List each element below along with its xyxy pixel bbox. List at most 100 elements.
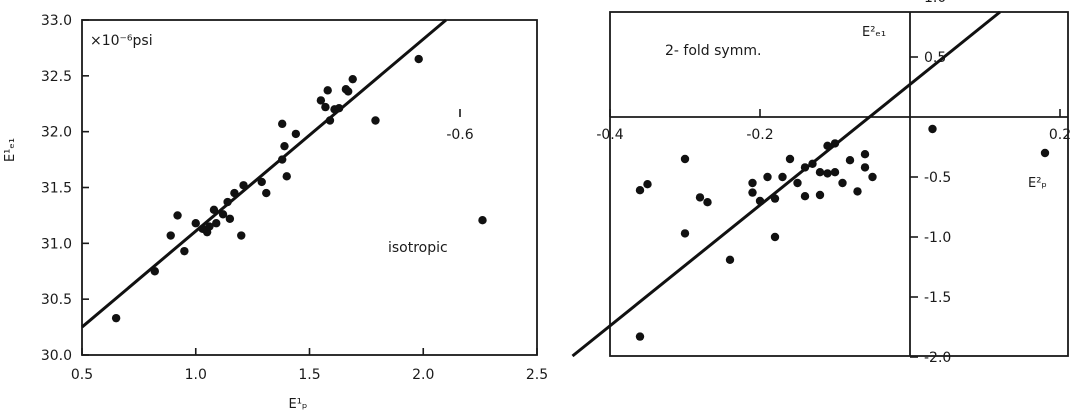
right-data-point <box>793 178 802 188</box>
left-data-point <box>321 102 330 112</box>
right-fit-line <box>571 10 1001 358</box>
left-data-point <box>191 219 200 228</box>
left-data-point <box>237 231 246 240</box>
left-data-point <box>111 313 121 323</box>
right-data-point <box>680 229 690 238</box>
right-data-point <box>755 196 765 206</box>
right-plot-frame <box>609 11 1069 357</box>
right-data-point <box>845 156 855 165</box>
left-data-point <box>414 54 423 64</box>
right-y-tick-label: -1.0 <box>924 230 951 246</box>
right-data-point <box>748 178 757 188</box>
right-data-point <box>823 141 832 150</box>
right-data-point <box>868 172 877 182</box>
right-x-tick-label: -0.4 <box>596 127 623 143</box>
left-data-point <box>282 172 291 181</box>
left-isotropic-label: isotropic <box>388 240 448 256</box>
right-data-point <box>830 168 840 177</box>
left-units-annotation: ×10⁻⁶psi <box>90 33 153 49</box>
left-x-tick-label: 2.0 <box>412 367 434 383</box>
left-x-tick-label: 1.0 <box>185 367 207 383</box>
left-data-point <box>348 74 357 84</box>
left-data-point <box>291 129 301 139</box>
right-x-ticks: -0.6-0.4-0.20.20.4 <box>446 109 1071 143</box>
left-data-point <box>239 181 248 190</box>
left-data-point <box>257 177 266 187</box>
right-data-point <box>928 124 937 134</box>
right-y-tick-label: 0.5 <box>924 50 946 66</box>
right-x-tick-label: 0.2 <box>1049 127 1071 143</box>
right-y-tick-label: 1.0 <box>924 0 946 6</box>
left-x-axis-label: E¹ₚ <box>289 397 308 412</box>
left-panel: 0.5 1.0 1.5 2.0 2.5 30.0 30.5 31.0 31.5 32.0 32.5… <box>3 13 548 412</box>
right-data-point <box>823 169 832 178</box>
left-data-point <box>334 104 344 113</box>
left-x-tick-label: 0.5 <box>71 367 93 383</box>
right-data-point <box>1040 148 1050 158</box>
right-data-point <box>635 332 645 341</box>
left-x-tick-label: 2.5 <box>526 367 548 383</box>
left-y-tick-label: 33.0 <box>41 13 72 29</box>
right-data-point <box>815 168 825 177</box>
right-data-point <box>808 159 817 168</box>
right-y-tick-label: -1.5 <box>924 290 951 306</box>
left-points <box>111 54 423 323</box>
left-y-ticks: 30.0 30.5 31.0 31.5 32.0 32.5 33.0 <box>41 13 89 364</box>
left-data-point <box>262 188 271 198</box>
right-data-point <box>778 172 787 182</box>
right-data-point <box>680 154 690 164</box>
left-data-point <box>173 211 182 220</box>
right-data-point <box>770 194 780 203</box>
right-symmetry-label: 2- fold symm. <box>665 43 761 59</box>
left-y-tick-label: 31.0 <box>41 236 72 252</box>
left-data-point <box>180 246 189 256</box>
left-y-axis-label: E¹ₑ₁ <box>3 138 18 162</box>
right-data-point <box>703 198 712 207</box>
right-data-point <box>763 172 772 182</box>
right-data-point <box>815 190 825 200</box>
left-plot-frame <box>81 19 538 356</box>
right-y-axis-label: E²ₑ₁ <box>862 25 886 40</box>
left-data-point <box>325 116 335 125</box>
left-y-tick-label: 32.0 <box>41 125 72 141</box>
left-data-point <box>316 96 326 105</box>
left-data-point <box>223 197 232 207</box>
right-data-point <box>853 187 862 196</box>
left-x-tick-label: 1.5 <box>298 367 320 383</box>
left-data-point <box>278 155 287 164</box>
left-data-point <box>343 87 353 96</box>
right-data-point <box>860 150 870 159</box>
right-data-point <box>695 193 705 202</box>
left-data-point <box>278 119 287 129</box>
left-y-tick-label: 32.5 <box>41 69 72 85</box>
left-data-point <box>280 141 289 151</box>
right-x-tick-label: -0.6 <box>446 127 473 143</box>
left-y-tick-label: 30.5 <box>41 292 72 308</box>
right-y-tick-label: -0.5 <box>924 170 951 186</box>
right-y-ticks: 1.0 0.5 -0.5 -1.0 -1.5 -2.0 <box>910 0 951 366</box>
right-data-point <box>860 163 870 172</box>
left-data-point <box>323 86 332 95</box>
right-data-point <box>770 232 780 242</box>
right-data-point <box>800 163 810 172</box>
left-data-point <box>230 188 239 198</box>
right-points <box>478 124 1050 341</box>
left-data-point <box>371 116 380 125</box>
right-data-point <box>838 178 847 188</box>
left-data-point <box>225 214 235 223</box>
left-y-tick-label: 31.5 <box>41 181 72 197</box>
right-data-point <box>643 180 652 189</box>
right-y-tick-label: -2.0 <box>924 350 951 366</box>
right-data-point <box>635 186 645 195</box>
right-data-point <box>748 188 757 197</box>
left-data-point <box>150 267 159 276</box>
right-x-tick-label: -0.2 <box>746 127 773 143</box>
left-fit-line <box>81 18 447 329</box>
left-data-point <box>166 231 175 240</box>
right-panel: -0.6-0.4-0.20.20.4 1.00.5-0.5-1.0-1.5-2.… <box>446 0 1071 366</box>
left-data-point <box>205 222 214 231</box>
right-data-point <box>725 255 735 264</box>
right-data-point <box>478 216 487 225</box>
right-data-point <box>830 139 840 148</box>
